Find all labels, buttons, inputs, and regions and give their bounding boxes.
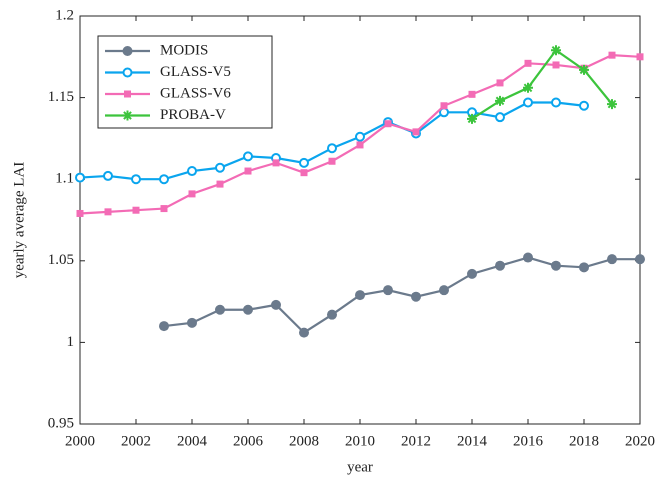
marker xyxy=(551,45,561,56)
marker xyxy=(216,180,224,188)
marker xyxy=(579,64,589,75)
marker xyxy=(523,82,533,93)
x-tick-label: 2004 xyxy=(177,433,208,449)
marker xyxy=(468,90,476,98)
marker xyxy=(132,206,140,214)
marker xyxy=(411,291,421,302)
marker xyxy=(124,90,131,98)
marker xyxy=(579,262,589,273)
legend: MODIS GLASS-V5 GLASS-V6 PROBA-V xyxy=(97,35,273,129)
x-tick-label: 2000 xyxy=(65,433,95,449)
marker xyxy=(272,159,280,167)
x-tick-label: 2012 xyxy=(401,433,431,449)
marker xyxy=(215,162,225,173)
marker xyxy=(356,141,364,149)
marker xyxy=(122,46,133,56)
x-tick-label: 2002 xyxy=(121,433,151,449)
legend-label: PROBA-V xyxy=(160,107,226,123)
marker xyxy=(299,327,309,338)
marker xyxy=(467,113,477,124)
y-tick-label: 0.95 xyxy=(48,415,74,431)
marker xyxy=(271,299,281,310)
marker xyxy=(76,209,84,217)
marker xyxy=(160,205,168,213)
y-tick-label: 1.2 xyxy=(55,7,74,23)
y-tick-label: 1 xyxy=(67,334,75,350)
marker xyxy=(188,190,196,198)
x-tick-label: 2016 xyxy=(513,433,544,449)
legend-label: GLASS-V5 xyxy=(160,64,231,80)
marker xyxy=(607,99,617,110)
marker xyxy=(608,51,616,59)
x-tick-label: 2010 xyxy=(345,433,375,449)
marker xyxy=(467,268,477,279)
legend-label: GLASS-V6 xyxy=(160,85,231,101)
y-tick-label: 1.1 xyxy=(55,171,74,187)
marker xyxy=(440,102,448,110)
marker xyxy=(552,61,560,69)
legend-label: MODIS xyxy=(160,42,208,58)
marker xyxy=(131,174,141,185)
x-tick-label: 2008 xyxy=(289,433,319,449)
marker xyxy=(355,131,365,142)
x-axis-label: year xyxy=(347,459,373,475)
marker xyxy=(327,309,337,320)
marker xyxy=(122,110,133,121)
y-tick-label: 1.05 xyxy=(48,252,74,268)
marker xyxy=(355,290,365,301)
marker xyxy=(412,128,420,136)
marker xyxy=(384,120,392,128)
marker xyxy=(327,143,337,154)
marker xyxy=(104,208,112,216)
x-tick-label: 2006 xyxy=(233,433,264,449)
marker xyxy=(244,167,252,175)
marker xyxy=(243,304,253,315)
marker xyxy=(215,304,225,315)
marker xyxy=(495,95,505,106)
marker xyxy=(495,112,505,123)
series-line xyxy=(163,256,640,335)
x-tick-label: 2020 xyxy=(625,433,655,449)
marker xyxy=(187,317,197,328)
marker xyxy=(328,157,336,165)
x-tick-label: 2018 xyxy=(569,433,599,449)
marker xyxy=(607,254,617,265)
marker xyxy=(159,174,169,185)
marker xyxy=(122,67,133,78)
marker xyxy=(495,260,505,271)
series-line xyxy=(471,48,613,120)
marker xyxy=(383,285,393,296)
marker xyxy=(523,252,533,263)
y-tick-label: 1.15 xyxy=(48,89,74,105)
y-axis-label: yearly average LAI xyxy=(11,162,27,279)
marker xyxy=(523,97,533,108)
marker xyxy=(635,254,645,265)
marker xyxy=(636,53,644,61)
marker xyxy=(496,79,504,87)
marker xyxy=(159,321,169,332)
marker xyxy=(439,285,449,296)
marker xyxy=(243,151,253,162)
marker xyxy=(299,157,309,168)
marker xyxy=(524,59,532,67)
marker xyxy=(579,100,589,111)
marker xyxy=(75,172,85,183)
marker xyxy=(103,170,113,181)
marker xyxy=(187,166,197,177)
marker xyxy=(551,97,561,108)
marker xyxy=(551,260,561,271)
marker xyxy=(300,169,308,177)
x-tick-label: 2014 xyxy=(457,433,488,449)
